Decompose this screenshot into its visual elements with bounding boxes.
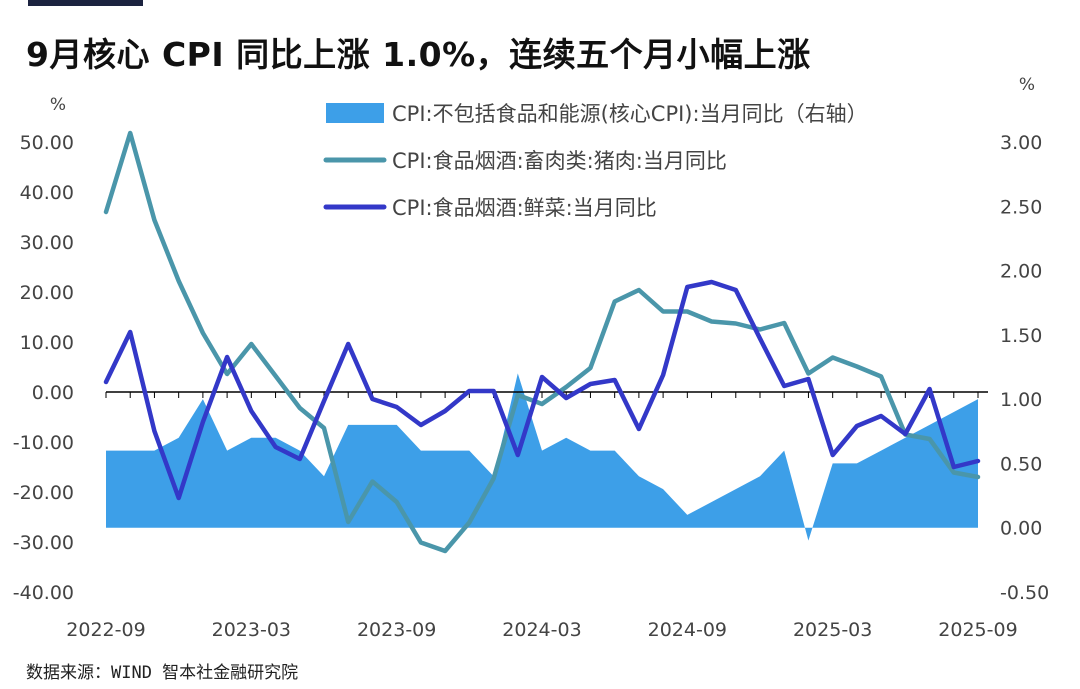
legend-swatch-core-cpi [326, 103, 384, 123]
y-right-tick-label: 2.50 [1000, 196, 1042, 218]
x-tick-label: 2025-03 [793, 619, 872, 641]
y-right-tick-label: 0.00 [1000, 518, 1042, 540]
top-accent-bar [28, 0, 143, 6]
y-left-tick-label: 20.00 [20, 282, 74, 304]
legend-label-pork: CPI:食品烟酒:畜肉类:猪肉:当月同比 [392, 149, 727, 173]
y-left-tick-label: 0.00 [32, 382, 74, 404]
y-left-unit-label: % [50, 95, 66, 115]
y-right-tick-label: -0.50 [1000, 582, 1049, 604]
chart-title: 9月核心 CPI 同比上涨 1.0%，连续五个月小幅上涨 [26, 35, 811, 74]
x-tick-label: 2024-09 [648, 619, 727, 641]
y-left-tick-label: -20.00 [13, 482, 74, 504]
x-tick-label: 2022-09 [66, 619, 145, 641]
y-left-tick-label: 50.00 [20, 132, 74, 154]
line-series-pork [103, 130, 981, 554]
x-tick-label: 2023-09 [357, 619, 436, 641]
y-left-tick-label: -30.00 [13, 532, 74, 554]
source-note: 数据来源：WIND 智本社金融研究院 [26, 663, 299, 683]
line-series-vegetables [103, 279, 981, 501]
y-right-tick-label: 1.50 [1000, 325, 1042, 347]
x-tick-label: 2023-03 [212, 619, 291, 641]
y-right-tick-label: 2.00 [1000, 261, 1042, 283]
y-left-tick-label: 40.00 [20, 182, 74, 204]
area-series-core-cpi [106, 373, 978, 541]
legend-label-core-cpi: CPI:不包括食品和能源(核心CPI):当月同比（右轴） [392, 102, 868, 126]
y-left-tick-label: -10.00 [13, 432, 74, 454]
y-right-tick-label: 0.50 [1000, 453, 1042, 475]
x-tick-label: 2025-09 [938, 619, 1017, 641]
y-left-tick-label: 10.00 [20, 332, 74, 354]
legend-label-vegetables: CPI:食品烟酒:鲜菜:当月同比 [392, 196, 657, 220]
y-left-tick-label: -40.00 [13, 582, 74, 604]
x-tick-label: 2024-03 [502, 619, 581, 641]
y-right-tick-label: 3.00 [1000, 132, 1042, 154]
y-right-unit-label: % [1019, 75, 1035, 95]
y-left-tick-label: 30.00 [20, 232, 74, 254]
y-right-tick-label: 1.00 [1000, 389, 1042, 411]
